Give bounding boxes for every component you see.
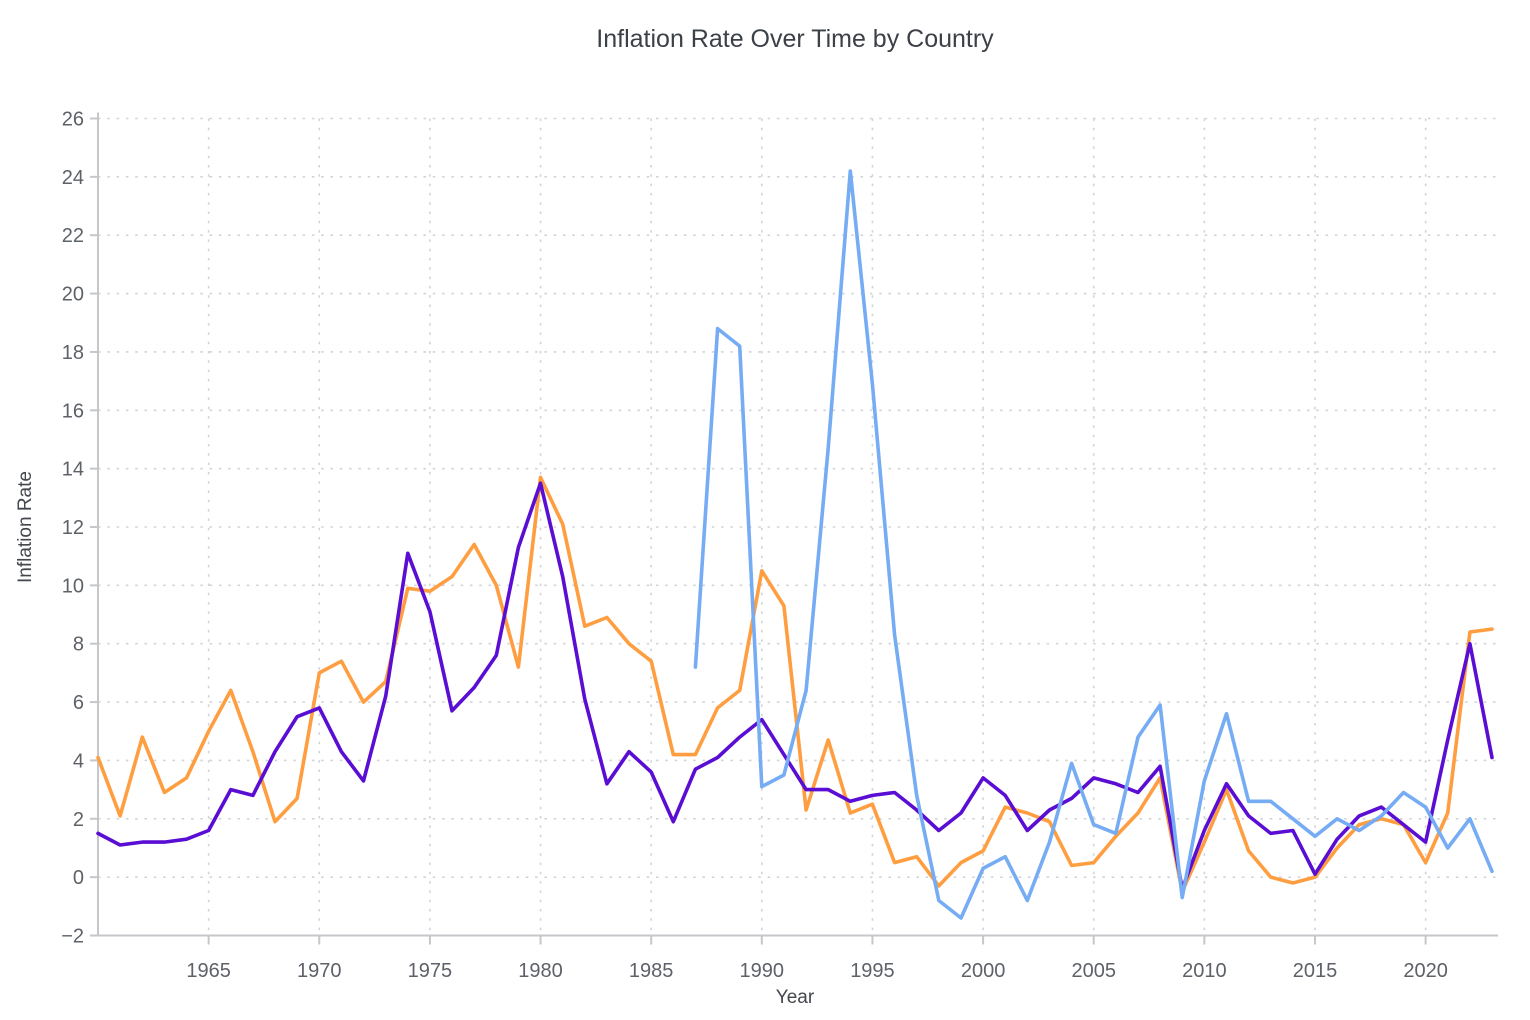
x-tick-label: 1985 [629, 960, 674, 982]
x-tick-label: 1975 [408, 960, 453, 982]
x-tick-label: 1970 [297, 960, 342, 982]
y-tick-label: 6 [73, 692, 84, 714]
gridlines [98, 117, 1498, 936]
y-tick-label: 14 [62, 459, 84, 481]
x-tick-label: 1990 [740, 960, 785, 982]
x-tick-label: 2010 [1182, 960, 1227, 982]
y-tick-label: 2 [73, 809, 84, 831]
y-tick-label: 4 [73, 750, 84, 772]
y-tick-label: 0 [73, 867, 84, 889]
x-tick-label: 2005 [1071, 960, 1116, 982]
orange-series-line [96, 475, 1494, 894]
y-tick-label: 12 [62, 517, 84, 539]
series-lines [96, 169, 1494, 920]
y-tick-label: 16 [62, 400, 84, 422]
y-tick-label: 22 [62, 225, 84, 247]
y-tick-label: 24 [62, 167, 84, 189]
y-tick-label: 18 [62, 342, 84, 364]
y-tick-label: 26 [62, 109, 84, 131]
x-tick-label: 1995 [850, 960, 895, 982]
axes [90, 112, 1498, 945]
y-tick-label: 8 [73, 634, 84, 656]
chart-title: Inflation Rate Over Time by Country [596, 25, 994, 53]
x-axis-title: Year [776, 987, 815, 1008]
y-axis-title: Inflation Rate [15, 471, 36, 583]
x-tick-label: 2000 [961, 960, 1006, 982]
purple-series-line [96, 481, 1494, 891]
y-tick-label: 10 [62, 575, 84, 597]
x-tick-label: 1980 [518, 960, 563, 982]
x-tick-label: 1965 [186, 960, 231, 982]
y-tick-label: 20 [62, 284, 84, 306]
y-tick-label: −2 [61, 926, 84, 948]
x-tick-label: 2020 [1403, 960, 1448, 982]
x-tick-label: 2015 [1293, 960, 1338, 982]
blue-series-line [693, 169, 1494, 920]
